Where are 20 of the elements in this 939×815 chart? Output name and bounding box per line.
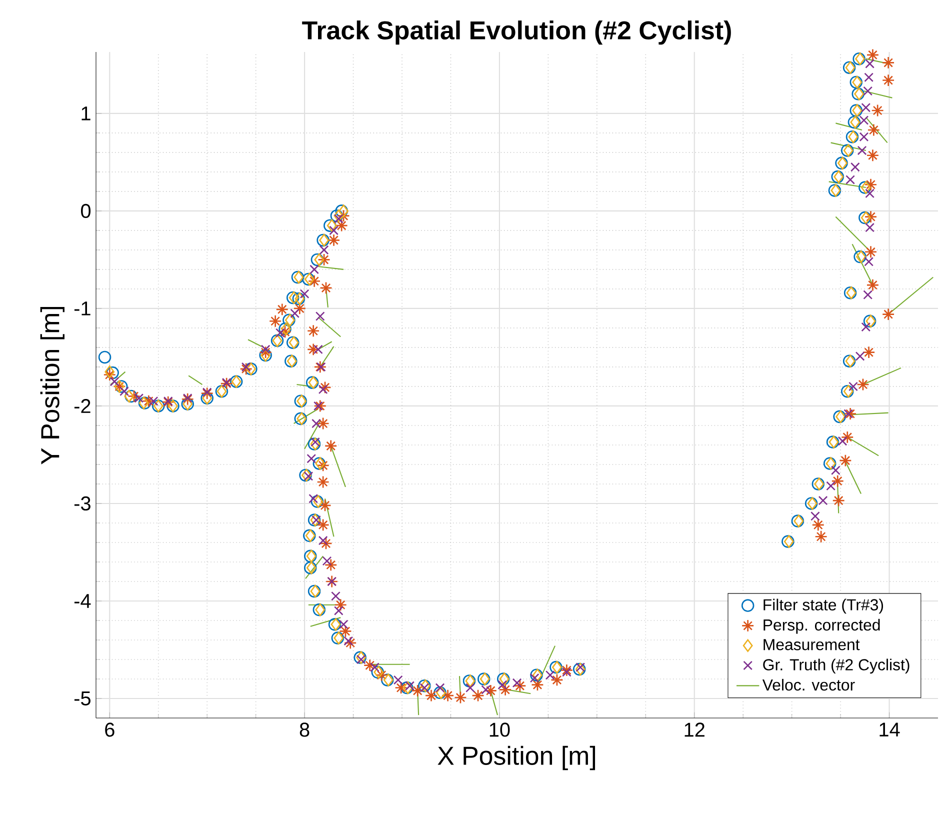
y-tick-label: -2	[74, 399, 90, 413]
x-tick-label: 6	[105, 722, 114, 737]
legend-label: Measurement	[764, 639, 860, 650]
y-tick-label: -3	[74, 496, 90, 511]
legend-label: Gr. Truth (#2 Cyclist)	[763, 658, 910, 674]
legend-label: Persp. corrected	[764, 618, 880, 634]
y-tick-label: 0	[80, 204, 91, 218]
x-tick-label: 10	[490, 722, 510, 737]
x-axis-title: X Position [m]	[438, 746, 596, 770]
legend-label: Veloc. vector	[762, 678, 855, 691]
y-tick-label: 1	[82, 106, 90, 120]
x-tick-label: 14	[880, 722, 900, 736]
chart-title: Track Spatial Evolution (#2 Cyclist)	[302, 20, 731, 45]
x-tick-label: 12	[684, 722, 704, 737]
y-axis-title: Y Position [m]	[40, 306, 64, 464]
y-tick-label: -1	[74, 302, 90, 316]
y-tick-label: -5	[74, 692, 90, 706]
y-tick-label: -4	[74, 594, 91, 608]
legend-label: Filter state (Tr#3)	[764, 598, 884, 614]
x-tick-label: 8	[300, 722, 310, 737]
